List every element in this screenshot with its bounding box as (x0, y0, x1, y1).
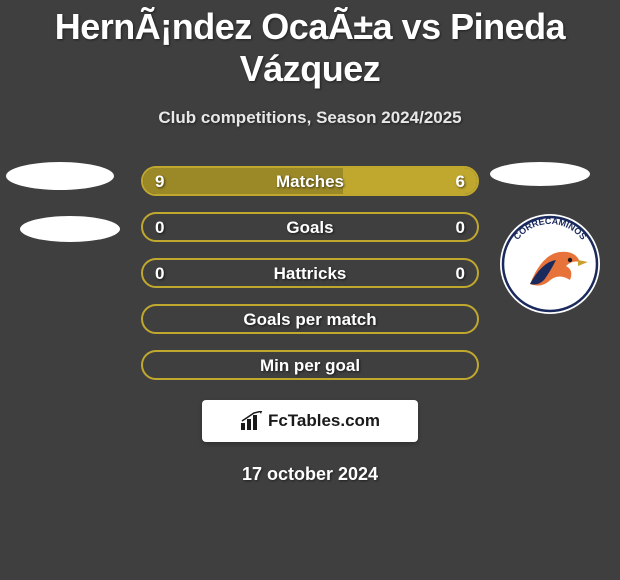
stat-label: Hattricks (143, 260, 477, 286)
stat-row: Hattricks0 0 (141, 258, 479, 288)
stat-label: Matches (143, 168, 477, 194)
page-title: HernÃ¡ndez OcaÃ±a vs Pineda Vázquez (0, 0, 620, 90)
stat-row: Goals0 0 (141, 212, 479, 242)
stat-label: Goals (143, 214, 477, 240)
stat-value-right: 6 (456, 168, 465, 194)
stat-value-left: 0 (155, 214, 164, 240)
footer-brand-text: FcTables.com (268, 411, 380, 431)
stat-row: Goals per match (141, 304, 479, 334)
team-right-logo: CORRECAMINOS (500, 214, 600, 314)
stat-value-right: 0 (456, 260, 465, 286)
player-left-badge-2 (20, 216, 120, 242)
stat-value-left: 9 (155, 168, 164, 194)
subtitle: Club competitions, Season 2024/2025 (0, 108, 620, 128)
footer-brand-card: FcTables.com (202, 400, 418, 442)
date-line: 17 october 2024 (0, 464, 620, 485)
correcaminos-logo-icon: CORRECAMINOS (500, 214, 600, 314)
stat-value-right: 0 (456, 214, 465, 240)
stat-row: Matches9 6 (141, 166, 479, 196)
stat-label: Goals per match (143, 306, 477, 332)
stat-rows: Matches96Goals00Hattricks00Goals per mat… (141, 166, 479, 380)
player-right-badge-top (490, 162, 590, 186)
stat-label: Min per goal (143, 352, 477, 378)
stat-row: Min per goal (141, 350, 479, 380)
chart-icon (240, 411, 264, 431)
player-left-badge-1 (6, 162, 114, 190)
stat-value-left: 0 (155, 260, 164, 286)
stats-area: CORRECAMINOS Matches96Goals00Hattricks00… (0, 166, 620, 380)
